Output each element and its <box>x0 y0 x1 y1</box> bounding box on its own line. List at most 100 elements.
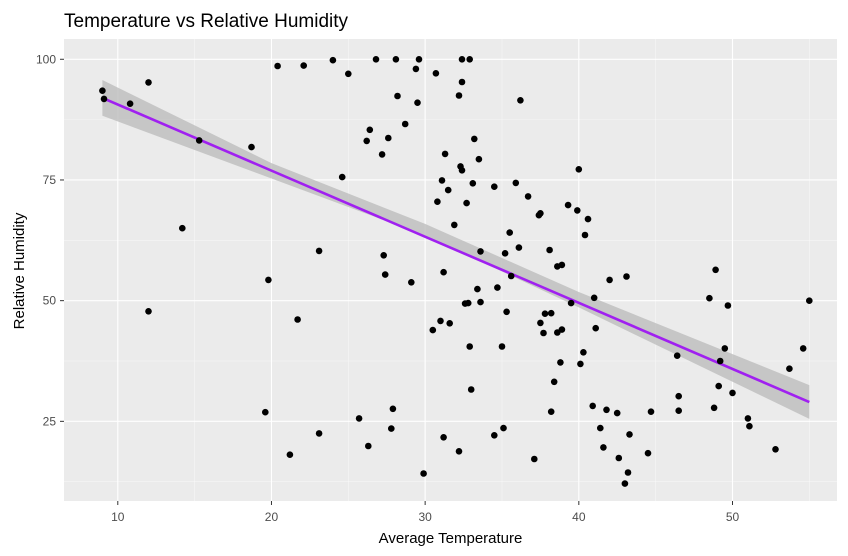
data-point <box>329 56 337 64</box>
data-point <box>446 320 454 327</box>
data-point <box>466 343 474 350</box>
data-point <box>300 62 308 69</box>
data-point <box>581 231 589 239</box>
data-point <box>575 166 583 173</box>
data-point <box>412 65 420 73</box>
data-point <box>100 95 108 103</box>
data-point <box>603 406 610 414</box>
data-point <box>477 248 484 255</box>
data-point <box>372 56 380 63</box>
data-point <box>592 324 599 332</box>
data-point <box>517 97 524 104</box>
data-point <box>179 224 186 232</box>
data-point <box>615 454 623 462</box>
data-point <box>475 155 483 163</box>
x-axis-title: Average Temperature <box>379 530 523 547</box>
data-point <box>567 299 575 307</box>
data-point <box>806 297 813 305</box>
y-tick-label: 25 <box>43 414 57 428</box>
x-tick-label: 40 <box>572 510 586 524</box>
data-point <box>498 343 506 350</box>
data-point <box>712 266 719 274</box>
data-point <box>248 143 255 151</box>
data-point <box>494 284 501 291</box>
data-point <box>126 100 134 107</box>
data-point <box>366 126 374 134</box>
data-point <box>286 451 294 459</box>
data-point <box>597 424 604 432</box>
data-point <box>458 56 466 63</box>
data-point <box>584 215 592 223</box>
data-point <box>458 78 466 86</box>
data-point <box>580 349 587 356</box>
major-gridlines <box>64 39 837 501</box>
data-point <box>380 252 388 259</box>
data-point <box>467 386 475 393</box>
data-point <box>557 359 564 366</box>
data-point <box>469 180 477 187</box>
data-point <box>401 120 409 128</box>
data-point <box>621 480 629 487</box>
data-point <box>355 415 363 422</box>
data-point <box>491 183 498 190</box>
data-point <box>455 448 463 455</box>
data-point <box>503 308 510 316</box>
data-point <box>546 246 553 254</box>
data-point <box>477 298 484 306</box>
data-point <box>389 405 397 413</box>
x-axis-ticks: 10 20 30 40 50 <box>111 501 739 524</box>
data-point <box>345 70 352 78</box>
data-point <box>501 250 509 257</box>
data-point <box>365 442 372 450</box>
data-point <box>547 408 555 416</box>
y-tick-label: 50 <box>43 294 57 308</box>
data-point <box>491 432 498 439</box>
data-point <box>441 150 449 158</box>
data-point <box>315 430 323 437</box>
data-point <box>392 56 400 63</box>
data-point <box>471 135 478 143</box>
data-point <box>338 173 346 181</box>
data-point <box>458 167 466 174</box>
data-point <box>512 179 520 187</box>
data-point <box>262 408 269 416</box>
data-point <box>99 87 106 94</box>
data-point <box>799 345 807 352</box>
data-point <box>432 70 440 77</box>
data-point <box>724 302 732 309</box>
data-point <box>437 317 444 325</box>
data-point <box>744 415 752 422</box>
data-point <box>415 56 423 63</box>
x-tick-label: 20 <box>265 510 279 524</box>
data-point <box>537 319 544 327</box>
data-point <box>294 316 301 323</box>
data-point <box>715 382 722 390</box>
data-point <box>550 378 558 386</box>
plot-panel <box>64 39 837 501</box>
data-points <box>99 56 813 487</box>
data-point <box>606 276 613 284</box>
data-point <box>547 309 555 317</box>
data-point <box>710 404 718 412</box>
chart-title: Temperature vs Relative Humidity <box>64 11 349 32</box>
data-point <box>464 299 472 307</box>
data-point <box>613 409 621 417</box>
data-point <box>589 402 596 410</box>
data-point <box>145 308 152 315</box>
data-point <box>414 99 421 106</box>
data-point <box>378 151 386 158</box>
data-point <box>438 177 446 184</box>
data-point <box>429 326 437 334</box>
data-point <box>444 186 452 194</box>
data-point <box>451 221 458 229</box>
data-point <box>363 137 371 145</box>
x-tick-label: 50 <box>726 510 740 524</box>
fit-line-layer <box>101 96 810 404</box>
data-point <box>500 424 507 432</box>
data-point <box>506 229 513 236</box>
data-point <box>675 392 682 400</box>
data-point <box>786 365 793 373</box>
data-point <box>394 92 401 100</box>
data-point <box>466 56 474 63</box>
